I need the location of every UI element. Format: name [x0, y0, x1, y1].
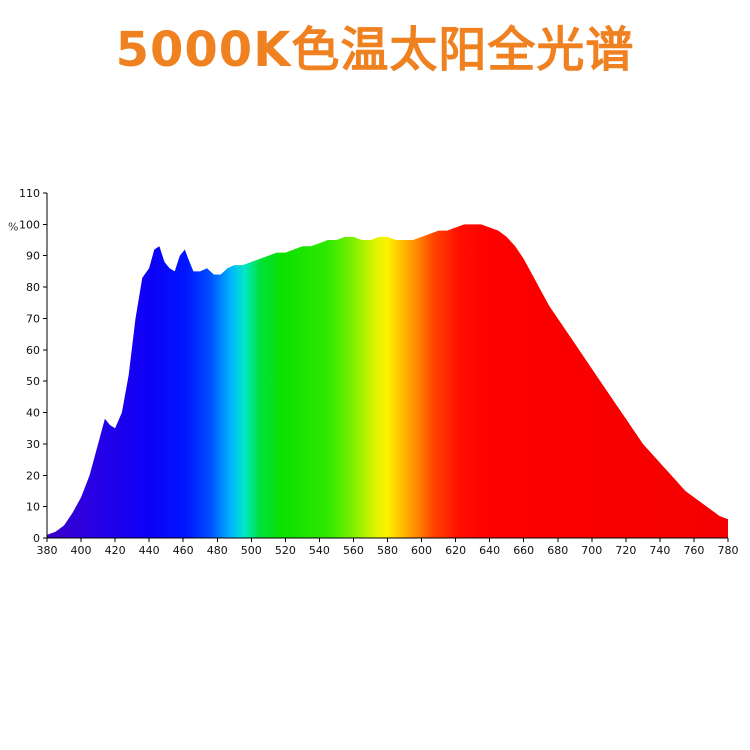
- x-tick-label: 680: [547, 544, 568, 557]
- x-tick-label: 520: [275, 544, 296, 557]
- x-tick-label: 620: [445, 544, 466, 557]
- x-tick-label: 660: [513, 544, 534, 557]
- chart-area: 0 10 20 30 40 50 60 70 80 90 100 110 380 400 420 440 460…: [0, 168, 750, 578]
- x-tick-label: 500: [241, 544, 262, 557]
- x-tick-label: 420: [105, 544, 126, 557]
- y-tick-label: 60: [26, 344, 40, 357]
- x-tick-label: 440: [139, 544, 160, 557]
- x-tick-label: 640: [479, 544, 500, 557]
- x-tick-label: 380: [37, 544, 58, 557]
- x-tick-label: 460: [173, 544, 194, 557]
- y-tick-label: 80: [26, 281, 40, 294]
- y-tick-label: 30: [26, 438, 40, 451]
- y-tick-label: 40: [26, 407, 40, 420]
- x-tick-label: 600: [411, 544, 432, 557]
- y-tick-label: 70: [26, 312, 40, 325]
- x-tick-label: 480: [207, 544, 228, 557]
- y-tick-label: 10: [26, 501, 40, 514]
- x-tick-label: 760: [683, 544, 704, 557]
- y-tick-label: 90: [26, 250, 40, 263]
- x-tick-label: 560: [343, 544, 364, 557]
- x-tick-label: 780: [718, 544, 739, 557]
- chart-title: 5000K色温太阳全光谱: [115, 22, 635, 78]
- y-tick-label: 0: [33, 532, 40, 545]
- x-tick-label: 580: [377, 544, 398, 557]
- x-tick-label: 700: [581, 544, 602, 557]
- y-tick-label: 50: [26, 375, 40, 388]
- x-tick-label: 540: [309, 544, 330, 557]
- spectrum-area: [47, 224, 728, 538]
- x-tick-label: 400: [71, 544, 92, 557]
- x-tick-label: 720: [615, 544, 636, 557]
- x-tick-label: 740: [649, 544, 670, 557]
- y-tick-label: 20: [26, 469, 40, 482]
- y-tick-label: 100: [19, 218, 40, 231]
- y-tick-label: 110: [19, 187, 40, 200]
- y-axis-unit-label: %: [8, 221, 18, 234]
- spectrum-chart: 0 10 20 30 40 50 60 70 80 90 100 110 380 400 420 440 460…: [8, 187, 739, 557]
